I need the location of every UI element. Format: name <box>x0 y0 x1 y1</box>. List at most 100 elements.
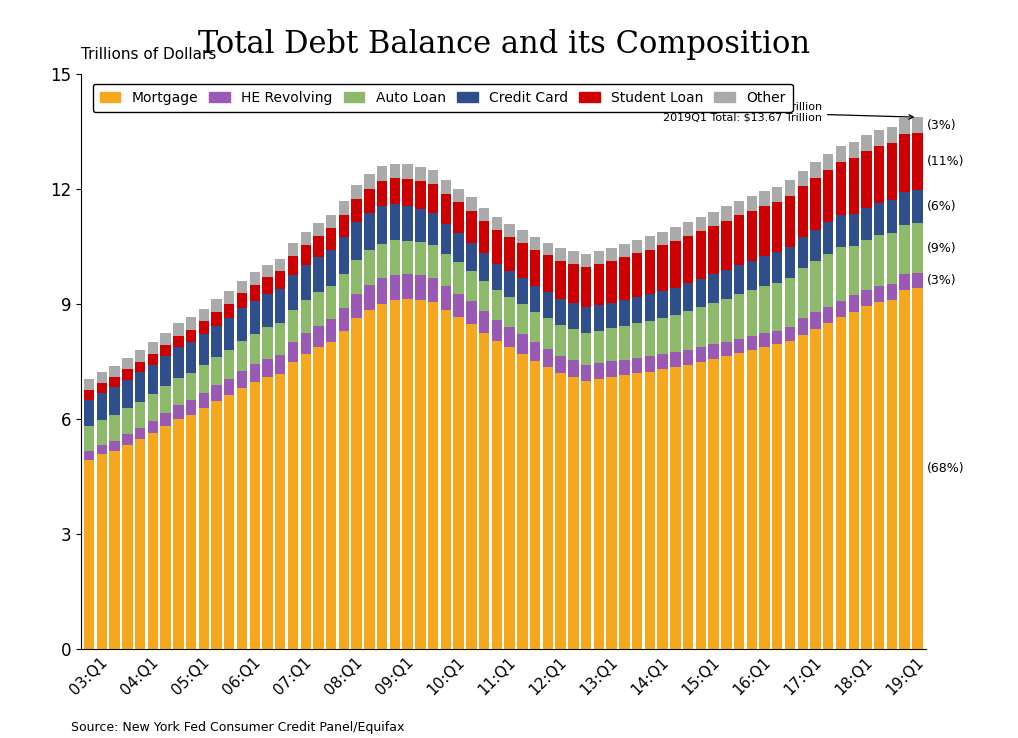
Bar <box>721 342 732 356</box>
Bar <box>887 284 897 300</box>
Bar <box>734 265 744 294</box>
Bar <box>351 185 362 199</box>
Bar <box>644 372 655 649</box>
Bar <box>797 186 808 238</box>
Bar <box>644 320 655 356</box>
Bar <box>466 301 476 324</box>
Bar <box>505 271 515 297</box>
Bar <box>900 274 910 290</box>
Bar <box>249 334 260 365</box>
Bar <box>836 247 846 301</box>
Bar <box>861 306 871 649</box>
Bar <box>912 117 922 133</box>
Bar <box>797 238 808 268</box>
Bar <box>709 344 719 359</box>
Bar <box>530 342 541 361</box>
Bar <box>173 418 183 649</box>
Bar <box>122 444 132 649</box>
Bar <box>632 373 642 649</box>
Bar <box>237 370 247 388</box>
Bar <box>402 206 413 241</box>
Bar <box>339 215 349 237</box>
Bar <box>249 365 260 382</box>
Text: (11%): (11%) <box>926 155 964 168</box>
Bar <box>772 201 783 252</box>
Bar <box>224 379 234 396</box>
Bar <box>109 387 120 415</box>
Bar <box>263 294 273 328</box>
Bar <box>543 318 553 349</box>
Bar <box>453 262 464 294</box>
Bar <box>288 275 298 310</box>
Bar <box>658 291 668 318</box>
Bar <box>568 360 578 377</box>
Bar <box>746 350 757 649</box>
Bar <box>785 196 795 247</box>
Bar <box>339 201 349 215</box>
Bar <box>122 408 132 434</box>
Bar <box>288 244 298 257</box>
Bar <box>849 246 859 295</box>
Text: (3%): (3%) <box>926 119 956 131</box>
Bar <box>734 294 744 339</box>
Bar <box>721 269 732 299</box>
Bar <box>415 275 426 300</box>
Bar <box>97 383 107 393</box>
Bar <box>849 142 859 158</box>
Text: (3%): (3%) <box>926 274 956 287</box>
Bar <box>658 245 668 291</box>
Bar <box>199 365 209 393</box>
Bar <box>861 207 871 240</box>
Bar <box>275 259 285 272</box>
Bar <box>415 242 426 275</box>
Bar <box>212 401 222 649</box>
Bar <box>109 366 120 377</box>
Bar <box>581 267 591 307</box>
Bar <box>402 300 413 649</box>
Bar <box>300 334 310 354</box>
Bar <box>785 327 795 340</box>
Bar <box>759 257 770 286</box>
Bar <box>492 217 502 230</box>
Bar <box>351 294 362 318</box>
Bar <box>810 329 821 649</box>
Bar <box>453 189 464 202</box>
Bar <box>644 249 655 294</box>
Bar <box>326 228 337 249</box>
Bar <box>517 230 527 243</box>
Bar <box>134 373 146 401</box>
Bar <box>683 236 693 283</box>
Bar <box>326 249 337 286</box>
Bar <box>237 280 247 293</box>
Bar <box>148 365 158 394</box>
Bar <box>326 286 337 320</box>
Bar <box>517 304 527 334</box>
Bar <box>377 278 388 304</box>
Bar <box>314 292 324 325</box>
Bar <box>122 379 132 408</box>
Bar <box>288 257 298 275</box>
Bar <box>912 289 922 649</box>
Bar <box>836 301 846 317</box>
Bar <box>644 294 655 320</box>
Bar <box>721 299 732 342</box>
Bar <box>134 427 146 439</box>
Bar <box>377 166 388 182</box>
Bar <box>772 345 783 649</box>
Bar <box>377 182 388 206</box>
Bar <box>543 243 553 255</box>
Bar <box>556 325 566 356</box>
Bar <box>224 318 234 350</box>
Bar <box>148 394 158 421</box>
Bar <box>823 222 834 254</box>
Bar <box>122 369 132 379</box>
Bar <box>402 274 413 300</box>
Bar <box>505 347 515 649</box>
Bar <box>186 401 196 415</box>
Bar <box>517 334 527 354</box>
Bar <box>212 312 222 325</box>
Bar <box>721 221 732 269</box>
Bar <box>492 341 502 649</box>
Bar <box>607 361 617 377</box>
Bar <box>632 253 642 297</box>
